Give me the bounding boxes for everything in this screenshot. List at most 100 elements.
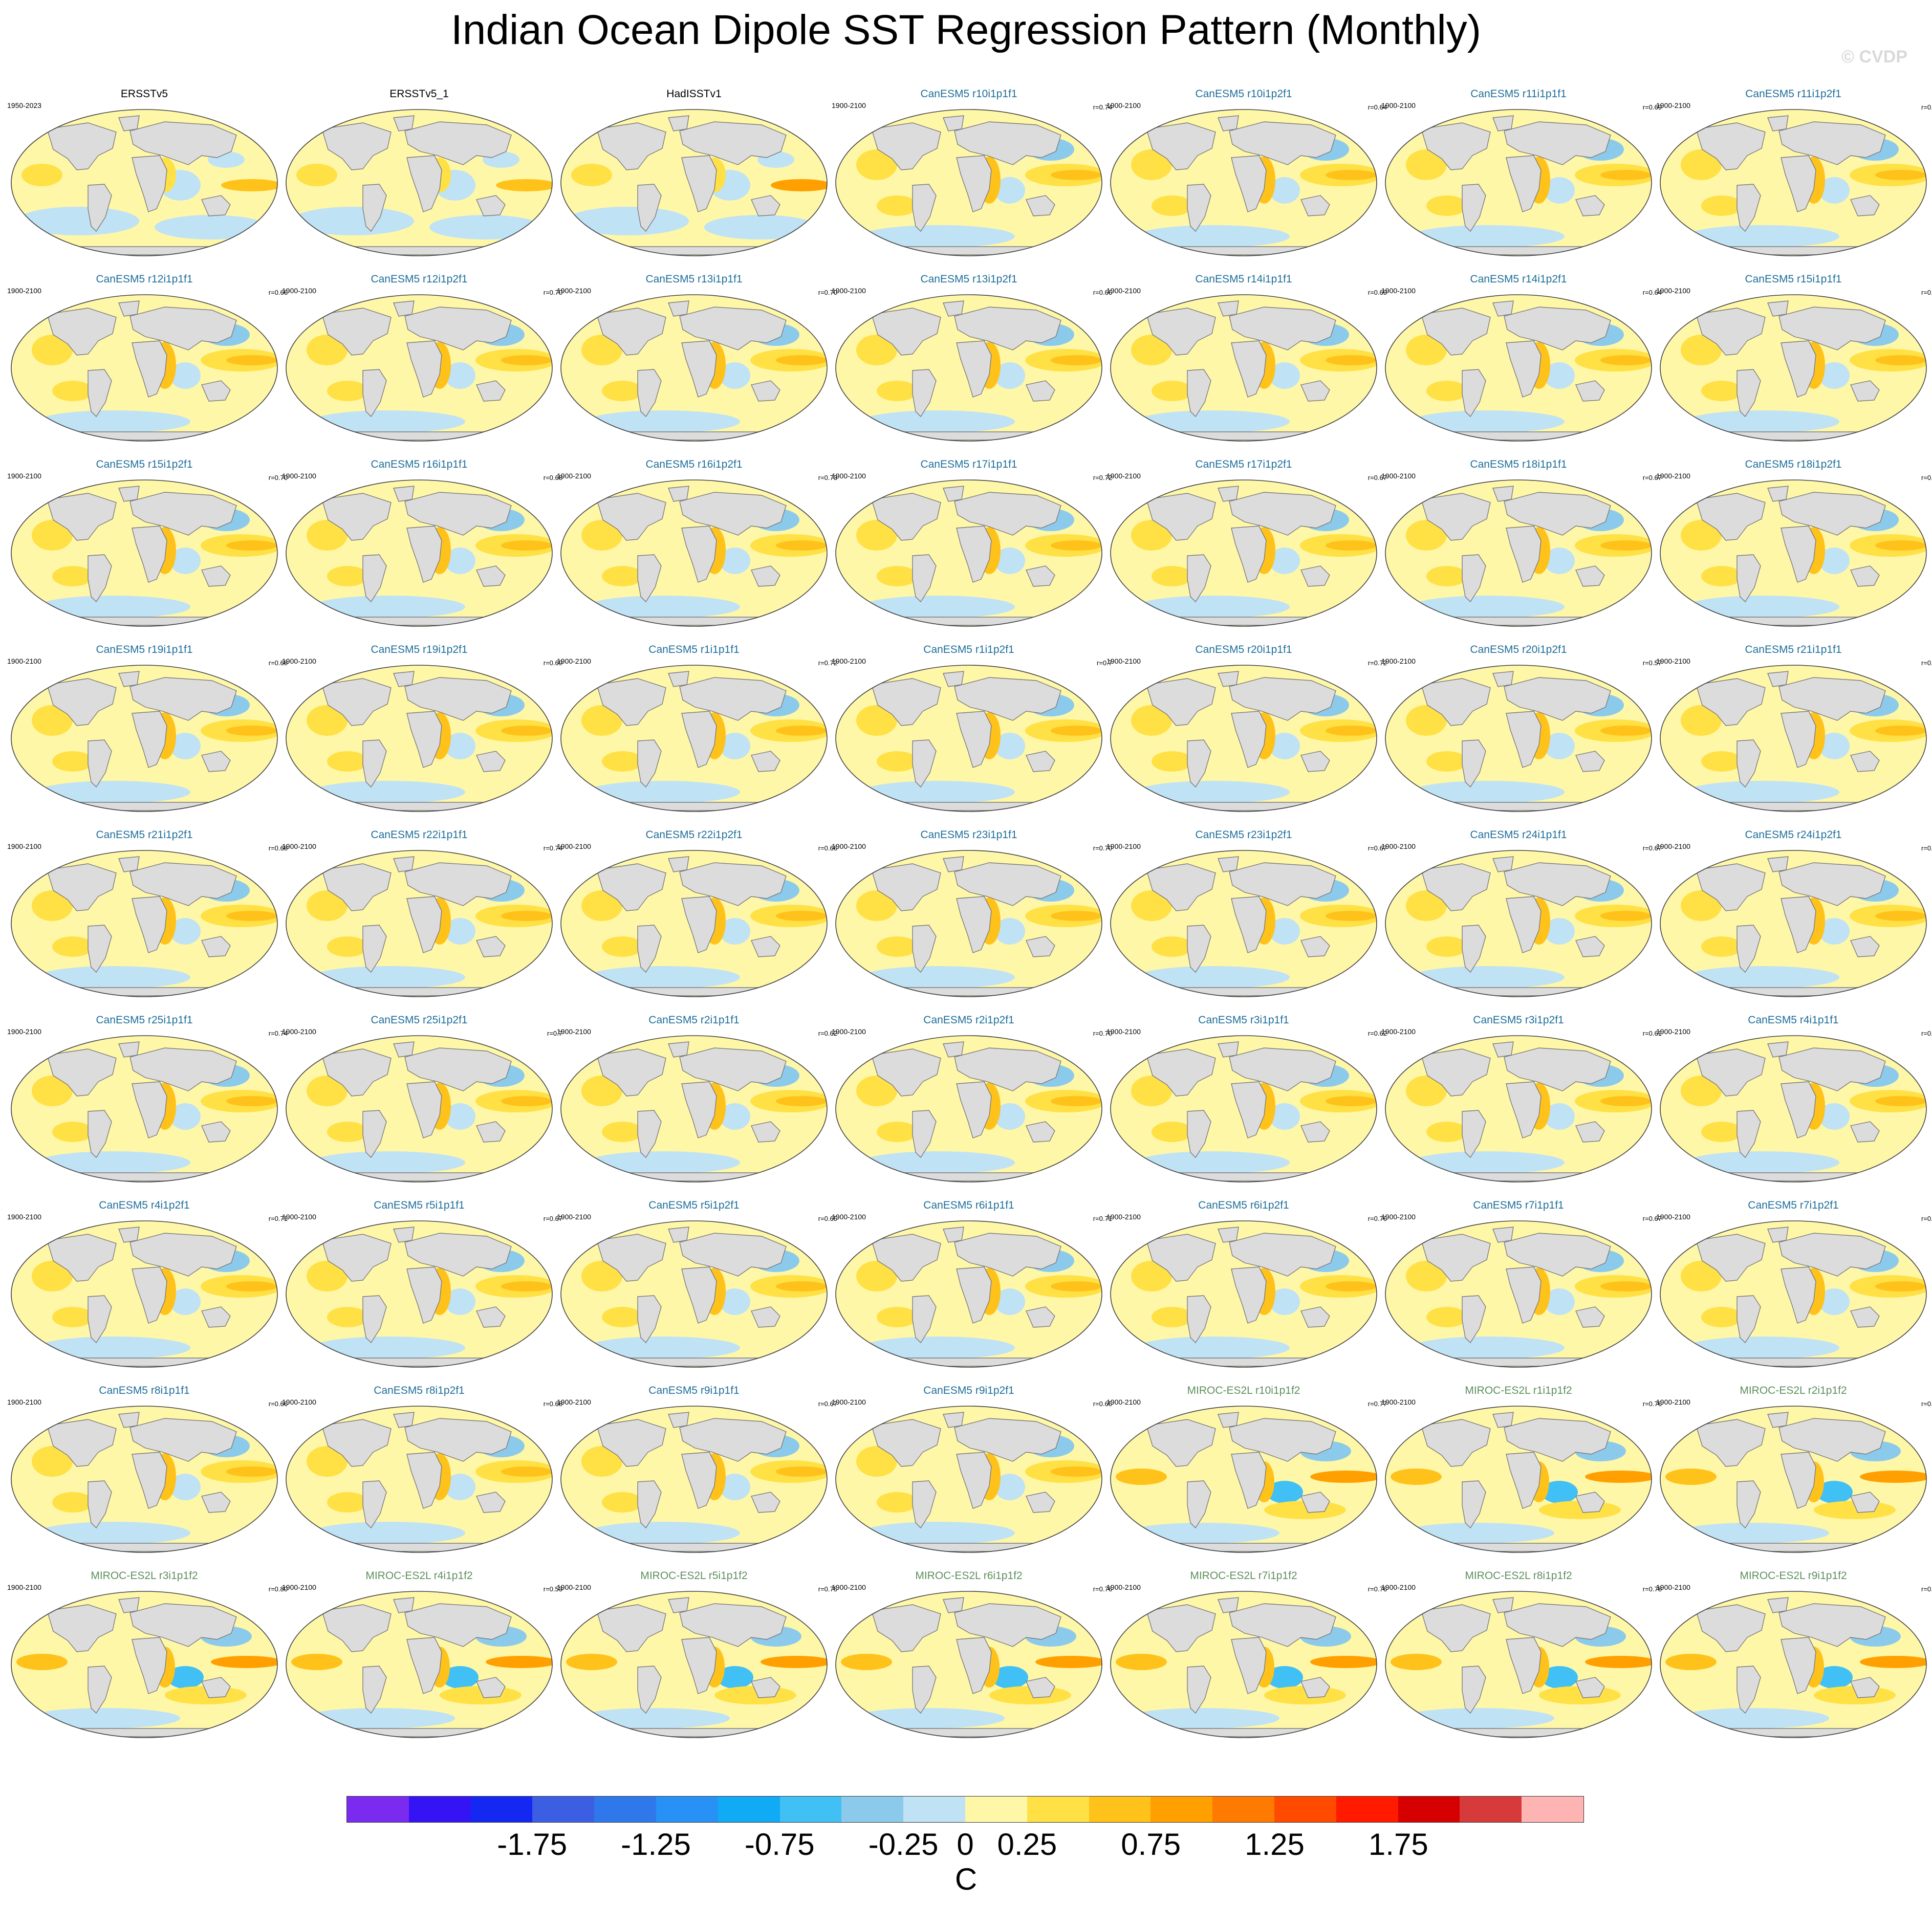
land-mass (132, 896, 167, 953)
land-mass (591, 1172, 797, 1181)
land-mass (637, 1295, 662, 1344)
land-mass (362, 369, 387, 418)
warm-anomaly (307, 520, 348, 551)
watermark: © CVDP (1841, 47, 1907, 67)
robinson-map (560, 1035, 828, 1183)
panel-title: CanESM5 r2i1p2f1 (923, 1014, 1014, 1026)
land-mass (1575, 751, 1605, 772)
robinson-map (286, 1406, 553, 1553)
land-mass (1421, 1604, 1491, 1652)
land-mass (1140, 802, 1347, 811)
land-mass (591, 246, 797, 255)
cool-anomaly (566, 207, 689, 235)
land-mass (1781, 896, 1816, 953)
cool-anomaly (37, 966, 190, 989)
land-mass (1690, 987, 1897, 996)
robinson-map (286, 294, 553, 442)
land-mass (1146, 122, 1216, 170)
warm-anomaly (16, 1654, 68, 1670)
warm-anomaly (1426, 751, 1467, 772)
warm-anomaly (1600, 726, 1652, 736)
land-mass (1778, 1047, 1886, 1091)
panel-pattern-correlation: r=0.53 (543, 1585, 562, 1593)
robinson-map (11, 850, 278, 997)
land-mass (751, 195, 780, 216)
map-outline (1660, 1591, 1927, 1738)
robinson-map (1660, 109, 1927, 256)
panel-period: 1900-2100 (1106, 101, 1141, 110)
map-panel: CanESM5 r15i1p2f1 1900-2100 r=0.70 (7, 458, 288, 643)
panel-title: CanESM5 r23i1p1f1 (920, 829, 1017, 841)
cool-anomaly (1819, 548, 1850, 574)
warm-anomaly (1051, 540, 1102, 551)
map-outline (835, 1220, 1102, 1368)
robinson-map (286, 109, 553, 256)
warm-anomaly (1152, 1122, 1192, 1142)
cool-anomaly (170, 548, 201, 574)
panel-title: CanESM5 r19i1p2f1 (371, 644, 468, 655)
land-mass (1778, 306, 1886, 351)
panel-period: 1900-2100 (832, 101, 866, 110)
cool-anomaly (445, 918, 475, 945)
land-mass (637, 739, 662, 788)
cool-anomaly (1819, 1288, 1850, 1315)
colorbar-swatch (1089, 1797, 1151, 1822)
land-mass (1421, 122, 1491, 170)
map-outline (560, 1406, 828, 1553)
colorbar-swatch (470, 1797, 533, 1822)
land-mass (404, 1603, 512, 1647)
cool-anomaly (445, 362, 475, 389)
panel-title: ERSSTv5_1 (389, 88, 449, 100)
land-mass (1690, 246, 1897, 255)
land-mass (1140, 1172, 1347, 1181)
map-panel: CanESM5 r7i1p1f1 1900-2100 r=0.67 (1381, 1199, 1662, 1384)
colorbar-tick-label: 0.25 (997, 1827, 1057, 1862)
robinson-map (1660, 665, 1927, 812)
land-mass (476, 751, 506, 772)
land-mass (1462, 1295, 1486, 1344)
land-mass (41, 431, 248, 441)
land-mass (1736, 554, 1761, 603)
panel-pattern-correlation: r=0.64 (1642, 289, 1662, 296)
warm-anomaly (1131, 705, 1172, 736)
panel-pattern-correlation: r=0.67 (1642, 844, 1662, 852)
land-mass (681, 1266, 717, 1324)
map-panel: CanESM5 r25i1p2f1 1900-2100 r=0.7 (282, 1014, 562, 1198)
land-mass (129, 677, 237, 721)
panel-title: CanESM5 r5i1p2f1 (648, 1199, 740, 1211)
warm-anomaly (1051, 1281, 1102, 1291)
land-mass (871, 308, 941, 356)
land-mass (1187, 369, 1211, 418)
cool-anomaly (1686, 596, 1839, 618)
warm-anomaly (856, 1076, 897, 1106)
land-mass (1146, 1048, 1216, 1097)
panel-title: CanESM5 r19i1p1f1 (96, 644, 193, 655)
cool-anomaly (1269, 548, 1300, 574)
land-mass (1187, 1110, 1211, 1158)
warm-anomaly (1406, 1261, 1447, 1291)
robinson-map (1660, 479, 1927, 627)
land-mass (596, 308, 666, 356)
land-mass (404, 1418, 512, 1462)
warm-anomaly (52, 751, 93, 772)
warm-anomaly (1681, 1261, 1722, 1291)
panel-pattern-correlation: r=0.74 (543, 844, 562, 852)
land-mass (316, 617, 523, 626)
land-mass (1229, 1603, 1336, 1647)
panel-title: MIROC-ES2L r5i1p1f2 (640, 1570, 748, 1582)
cool-anomaly (994, 362, 1025, 389)
cool-anomaly (37, 781, 190, 803)
warm-anomaly (581, 520, 622, 551)
panel-pattern-correlation: r=0.69 (543, 659, 562, 667)
map-panel: CanESM5 r17i1p2f1 1900-2100 r=0.67 (1106, 458, 1387, 643)
robinson-map (1660, 1220, 1927, 1368)
warm-anomaly (52, 936, 93, 957)
panel-period: 1900-2100 (1106, 842, 1141, 850)
robinson-map (560, 109, 828, 256)
robinson-map (1110, 1035, 1377, 1183)
panel-title: CanESM5 r12i1p2f1 (371, 273, 468, 285)
map-outline (560, 665, 828, 812)
robinson-map (1385, 1591, 1652, 1738)
warm-anomaly (1051, 726, 1102, 736)
map-outline (286, 479, 553, 627)
